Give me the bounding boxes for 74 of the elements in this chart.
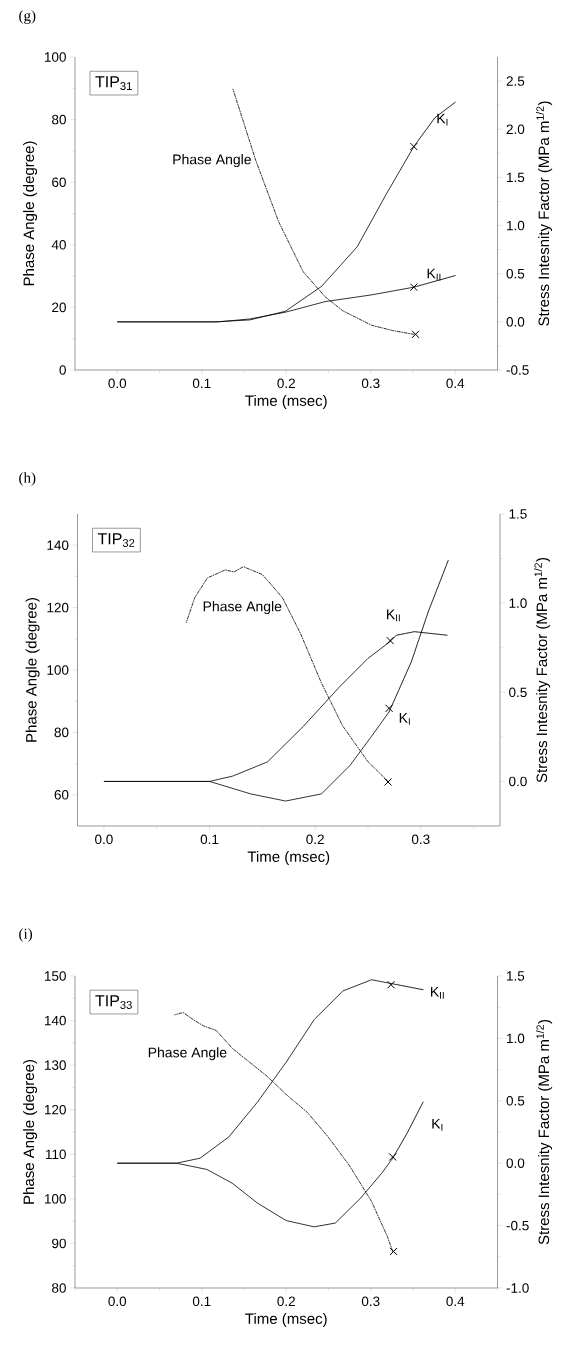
y-tick-label: 130 xyxy=(44,1060,66,1070)
x-tick-label: 0.2 xyxy=(306,834,324,845)
y-tick-label: 100 xyxy=(44,52,66,62)
x-axis-title: Time (msec) xyxy=(247,850,330,865)
y2-tick-label: 0.0 xyxy=(506,1158,525,1168)
chart-title: (h) xyxy=(19,472,36,486)
y2-tick-label: 0.0 xyxy=(506,317,525,327)
y2-axis-title: Stress Intesnity Factor (MPa m$^{1/2}$) xyxy=(536,1019,553,1245)
y-tick-label: 0 xyxy=(59,365,66,375)
annotation: K$_{II}$ xyxy=(431,986,444,999)
annotation: K$_{II}$ xyxy=(427,268,441,281)
y2-tick-label: 1.5 xyxy=(507,172,525,183)
y-tick-label: 120 xyxy=(47,602,69,613)
annotation: Phase Angle xyxy=(148,1047,227,1061)
y2-tick-label: 1.5 xyxy=(509,509,527,519)
x-tick-label: 0.4 xyxy=(446,1296,465,1307)
y-axis-title: Phase Angle (degree) xyxy=(25,598,40,742)
y-tick-label: 90 xyxy=(52,1238,66,1249)
annotation: TIP$_{32}$ xyxy=(97,533,135,547)
x-axis-title: Time (msec) xyxy=(245,394,327,409)
y-tick-label: 140 xyxy=(47,540,69,550)
annotation: Phase Angle xyxy=(203,601,282,615)
y2-tick-label: 2.0 xyxy=(506,124,525,134)
y-tick-label: 80 xyxy=(54,727,69,738)
y-tick-label: 80 xyxy=(52,1283,66,1293)
y-tick-label: 150 xyxy=(44,971,66,981)
x-tick-label: 0.2 xyxy=(277,1296,295,1307)
y2-axis-title: Stress Intesnity Factor (MPa m$^{1/2}$) xyxy=(536,101,553,326)
y-axis-title: Phase Angle (degree) xyxy=(23,1060,38,1204)
y-tick-label: 120 xyxy=(44,1104,66,1115)
y2-axis-title: Stress Intesnity Factor (MPa m$^{1/2}$) xyxy=(534,557,551,783)
y2-tick-label: 0.5 xyxy=(506,1096,525,1106)
x-tick-label: 0.1 xyxy=(192,378,211,389)
x-tick-label: 0.0 xyxy=(95,834,113,845)
y2-tick-label: 1.0 xyxy=(507,1033,525,1044)
y-tick-label: 80 xyxy=(52,114,66,125)
annotation: TIP$_{33}$ xyxy=(95,995,132,1009)
x-tick-label: 0.2 xyxy=(277,378,295,389)
y2-tick-label: 0.5 xyxy=(506,268,525,279)
x-tick-label: 0.3 xyxy=(411,834,430,845)
y-axis-title: Phase Angle (degree) xyxy=(23,141,38,286)
x-axis-title: Time (msec) xyxy=(245,1312,327,1327)
y2-tick-label: 1.0 xyxy=(509,598,527,608)
annotation: K$_{II}$ xyxy=(387,609,400,622)
x-tick-label: 0.1 xyxy=(200,834,219,845)
y2-tick-label: 0.0 xyxy=(509,776,527,787)
y2-tick-label: 1.5 xyxy=(507,971,525,981)
annotation: TIP$_{31}$ xyxy=(95,76,132,90)
y2-tick-label: 2.5 xyxy=(506,76,525,86)
x-tick-label: 0.3 xyxy=(361,1296,380,1307)
y2-tick-label: -0.5 xyxy=(506,365,529,375)
y-tick-label: 60 xyxy=(52,177,66,187)
y-tick-label: 110 xyxy=(45,1149,66,1160)
x-tick-label: 0.4 xyxy=(446,378,465,389)
x-tick-label: 0.3 xyxy=(361,378,380,389)
annotation: K$_{I}$ xyxy=(432,1118,443,1131)
annotation: K$_{I}$ xyxy=(437,113,448,126)
chart-title: (g) xyxy=(19,10,36,24)
y-tick-label: 20 xyxy=(52,302,66,313)
y2-tick-label: 1.0 xyxy=(507,220,525,231)
y2-tick-label: -0.5 xyxy=(506,1220,529,1231)
y2-tick-label: -1.0 xyxy=(506,1283,529,1293)
y-tick-label: 40 xyxy=(51,240,66,250)
x-tick-label: 0.1 xyxy=(192,1296,211,1307)
y-tick-label: 100 xyxy=(47,665,69,675)
x-tick-label: 0.0 xyxy=(108,378,127,389)
chart-title: (i) xyxy=(19,928,33,942)
y-tick-label: 140 xyxy=(44,1015,66,1026)
x-tick-label: 0.0 xyxy=(108,1296,127,1307)
y-tick-label: 60 xyxy=(54,790,69,800)
annotation: K$_{I}$ xyxy=(399,713,410,725)
y-tick-label: 100 xyxy=(44,1194,66,1204)
annotation: Phase Angle xyxy=(173,154,251,168)
y2-tick-label: 0.5 xyxy=(509,687,527,698)
